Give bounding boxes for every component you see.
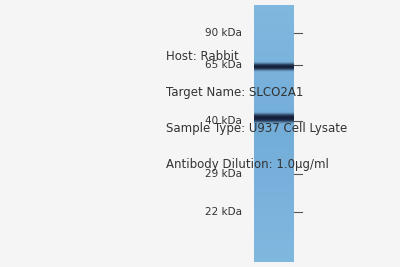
Text: Sample Type: U937 Cell Lysate: Sample Type: U937 Cell Lysate	[166, 122, 347, 135]
Text: 90 kDa: 90 kDa	[205, 28, 242, 38]
Text: 29 kDa: 29 kDa	[205, 168, 242, 179]
Text: 65 kDa: 65 kDa	[205, 60, 242, 70]
Text: Target Name: SLCO2A1: Target Name: SLCO2A1	[166, 86, 303, 99]
Text: Host: Rabbit: Host: Rabbit	[166, 50, 239, 62]
Text: Antibody Dilution: 1.0μg/ml: Antibody Dilution: 1.0μg/ml	[166, 158, 329, 171]
Text: 22 kDa: 22 kDa	[205, 207, 242, 217]
Text: 40 kDa: 40 kDa	[205, 116, 242, 127]
